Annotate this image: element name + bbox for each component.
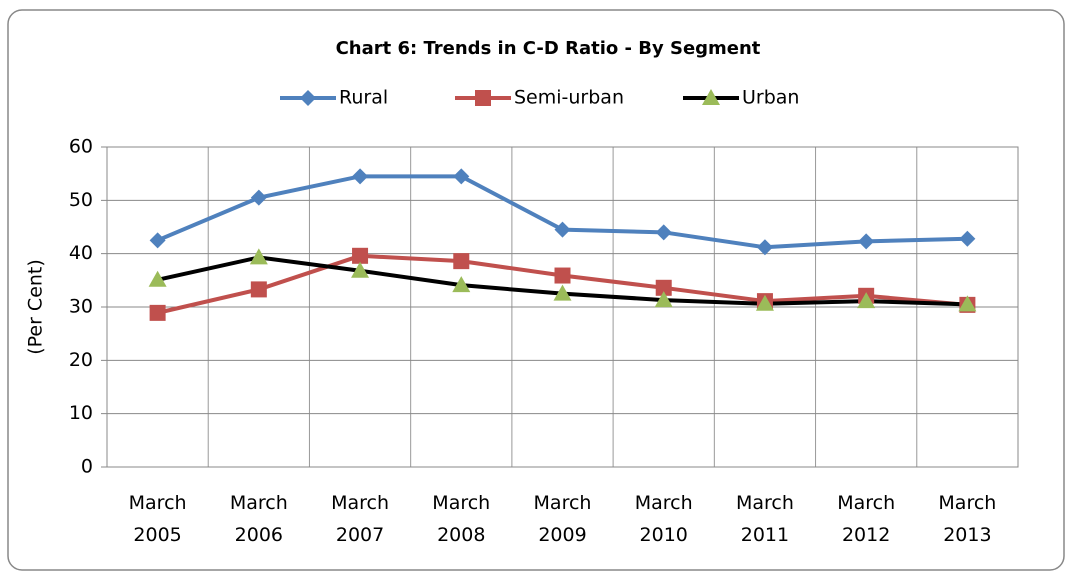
marker xyxy=(858,233,875,250)
marker xyxy=(654,291,673,308)
marker xyxy=(702,89,720,105)
x-tick-label: March 2008 xyxy=(432,492,491,546)
marker xyxy=(553,284,572,301)
marker xyxy=(857,292,876,309)
x-tick-label: March 2009 xyxy=(533,492,592,546)
x-tick-label: March 2013 xyxy=(938,492,997,546)
marker xyxy=(959,230,976,247)
x-tick-label: March 2005 xyxy=(128,492,187,546)
y-axis-label: (Per Cent) xyxy=(25,259,47,355)
marker xyxy=(249,248,268,265)
x-tick-label: March 2012 xyxy=(837,492,896,546)
x-tick-label: March 2011 xyxy=(735,492,794,546)
y-tick-label: 20 xyxy=(69,349,93,371)
marker xyxy=(351,261,370,278)
marker xyxy=(352,168,369,185)
marker xyxy=(475,90,491,106)
marker xyxy=(958,295,977,312)
marker xyxy=(250,281,267,298)
marker xyxy=(452,276,471,293)
legend-label: Rural xyxy=(339,87,388,109)
marker xyxy=(148,270,167,287)
marker xyxy=(149,232,166,249)
legend-label: Semi-urban xyxy=(514,87,624,109)
marker xyxy=(453,253,470,270)
marker xyxy=(554,221,571,238)
marker xyxy=(352,247,369,264)
marker xyxy=(755,294,774,311)
marker xyxy=(250,189,267,206)
marker xyxy=(756,239,773,256)
marker xyxy=(655,224,672,241)
marker xyxy=(453,168,470,185)
marker xyxy=(655,279,672,296)
y-tick-label: 0 xyxy=(81,456,93,478)
legend-label: Urban xyxy=(742,87,799,109)
x-tick-label: March 2007 xyxy=(331,492,389,546)
marker xyxy=(300,90,316,106)
y-tick-label: 60 xyxy=(69,136,93,158)
y-tick-label: 50 xyxy=(69,189,93,211)
y-tick-label: 10 xyxy=(69,402,93,424)
marker xyxy=(554,267,571,284)
y-tick-label: 40 xyxy=(69,242,93,264)
y-tick-label: 30 xyxy=(69,296,93,318)
x-tick-label: March 2010 xyxy=(634,492,693,546)
x-tick-label: March 2006 xyxy=(229,492,288,546)
chart-title: Chart 6: Trends in C-D Ratio - By Segmen… xyxy=(336,38,761,59)
marker xyxy=(149,304,166,321)
